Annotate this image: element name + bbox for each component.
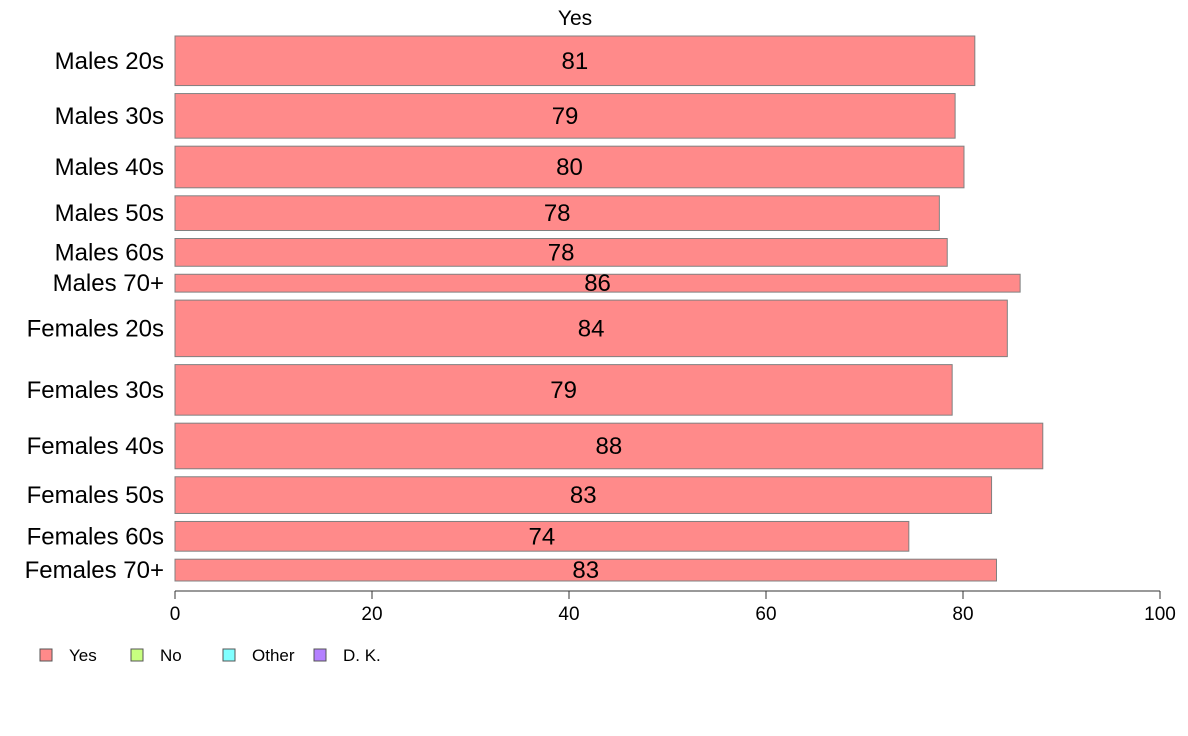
category-label: Males 40s <box>55 154 164 181</box>
legend-swatch <box>313 648 327 662</box>
value-labels: 81 79 80 78 78 86 84 79 88 83 74 83 <box>529 48 623 584</box>
category-label: Males 70+ <box>53 270 164 297</box>
category-labels: Males 20s Males 30s Males 40s Males 50s Male… <box>25 48 164 584</box>
legend-label: D. K. <box>343 646 381 665</box>
bar <box>174 93 956 139</box>
bar <box>174 422 1044 470</box>
bar <box>174 299 1008 358</box>
legend-label: No <box>160 646 182 665</box>
bar <box>174 195 940 232</box>
value-label: 74 <box>529 523 556 550</box>
x-tick-label: 40 <box>558 604 579 625</box>
value-label: 81 <box>562 48 589 75</box>
x-tick-label: 100 <box>1144 604 1176 625</box>
bar <box>174 145 965 189</box>
chart-title: Yes <box>558 7 592 30</box>
category-label: Males 20s <box>55 48 164 75</box>
value-label: 79 <box>552 103 579 130</box>
category-label: Females 20s <box>27 315 164 342</box>
bar <box>174 520 910 552</box>
bar <box>174 558 997 582</box>
category-label: Females 50s <box>27 482 164 509</box>
value-label: 83 <box>570 482 597 509</box>
x-tick-label: 60 <box>755 604 776 625</box>
legend-label: Other <box>252 646 295 665</box>
value-label: 78 <box>548 239 575 266</box>
category-label: Females 60s <box>27 523 164 550</box>
bar <box>174 35 976 87</box>
value-label: 86 <box>584 270 611 297</box>
x-tick-label: 0 <box>170 604 181 625</box>
category-label: Females 30s <box>27 377 164 404</box>
legend-swatch <box>39 648 53 662</box>
value-label: 78 <box>544 200 571 227</box>
value-label: 79 <box>550 377 577 404</box>
bar <box>174 238 948 267</box>
x-tick-label: 80 <box>952 604 973 625</box>
legend-swatch <box>130 648 144 662</box>
bar <box>174 476 993 514</box>
x-tick-label: 20 <box>361 604 382 625</box>
bar <box>174 364 953 416</box>
legend-swatch <box>222 648 236 662</box>
category-label: Males 60s <box>55 239 164 266</box>
value-label: 80 <box>556 154 583 181</box>
value-label: 84 <box>578 315 605 342</box>
category-label: Males 50s <box>55 200 164 227</box>
legend: Yes No Other D. K. <box>39 646 381 665</box>
bars-layer <box>174 35 1044 582</box>
value-label: 88 <box>596 433 623 460</box>
category-label: Males 30s <box>55 103 164 130</box>
category-label: Females 40s <box>27 433 164 460</box>
legend-label: Yes <box>69 646 97 665</box>
x-axis: 0 20 40 60 80 100 <box>170 590 1176 625</box>
bar <box>174 273 1021 293</box>
value-label: 83 <box>572 557 599 584</box>
category-label: Females 70+ <box>25 557 164 584</box>
